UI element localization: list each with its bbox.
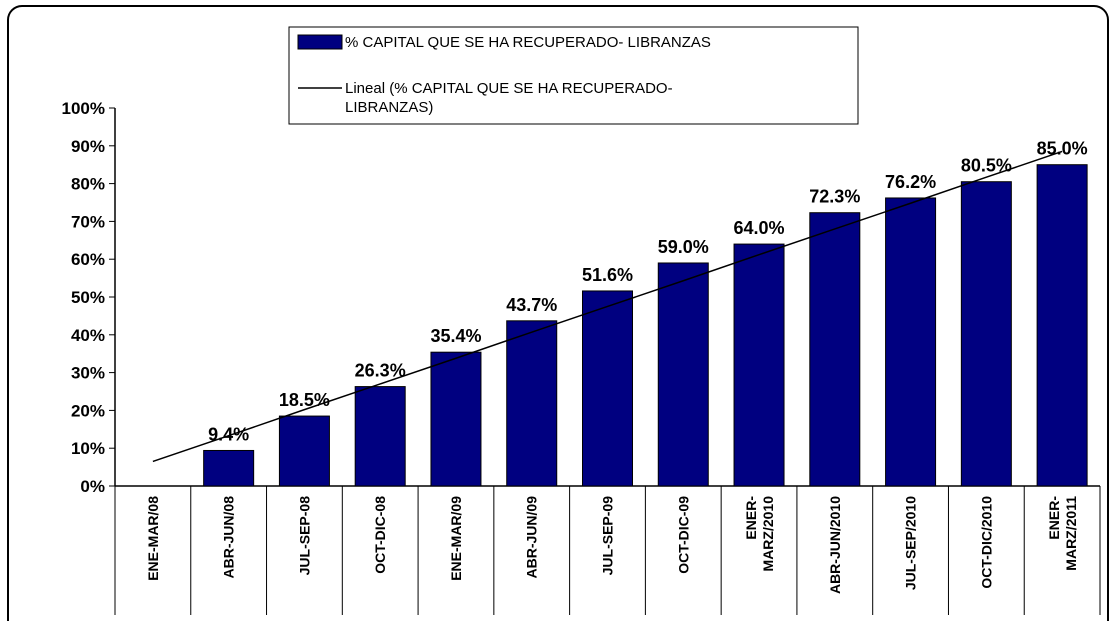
legend-label-line: LIBRANZAS)	[345, 99, 433, 116]
bar	[430, 351, 482, 487]
data-label: 18.5%	[279, 390, 330, 410]
bar	[354, 386, 406, 487]
legend-swatch	[297, 34, 343, 50]
data-label: 51.6%	[582, 265, 633, 285]
x-tick-label-line: ENER-	[1046, 496, 1062, 540]
x-tick-label-line: OCT-DIC-08	[372, 496, 388, 574]
x-tick-label: OCT-DIC-09	[675, 496, 691, 574]
bar	[582, 290, 633, 487]
y-tick-label: 100%	[62, 99, 105, 118]
bar	[278, 415, 330, 487]
y-tick-label: 0%	[80, 477, 105, 496]
bar	[657, 262, 709, 487]
x-tick-label-line: MARZ/2011	[1063, 496, 1079, 571]
x-tick-label: ABR-JUN/2010	[827, 496, 843, 594]
x-tick-label-line: ENE-MAR/08	[145, 496, 161, 581]
bar	[1036, 164, 1088, 487]
legend-label: Lineal (% CAPITAL QUE SE HA RECUPERADO- L…	[345, 80, 673, 116]
x-tick-label: ENE-MAR/09	[448, 496, 464, 581]
x-tick-label-line: OCT-DIC-09	[675, 496, 691, 574]
x-tick-label-line: JUL-SEP-08	[296, 496, 312, 576]
x-tick-label: ENER-MARZ/2010	[743, 496, 776, 572]
y-tick-label: 90%	[71, 137, 105, 156]
x-tick-label-line: ABR-JUN/09	[524, 496, 540, 579]
data-label: 80.5%	[961, 156, 1012, 176]
x-tick-label-line: OCT-DIC/2010	[978, 496, 994, 589]
data-label: 9.4%	[208, 424, 249, 444]
data-label: 26.3%	[355, 361, 406, 381]
bar	[960, 181, 1012, 487]
legend-label-line: % CAPITAL QUE SE HA RECUPERADO- LIBRANZA…	[345, 34, 711, 51]
data-label: 64.0%	[734, 218, 785, 238]
x-tick-label-line: JUL-SEP/2010	[903, 496, 919, 590]
y-tick-label: 20%	[71, 401, 105, 420]
bar	[203, 449, 255, 487]
y-tick-label: 80%	[71, 175, 105, 194]
legend-label: % CAPITAL QUE SE HA RECUPERADO- LIBRANZA…	[345, 34, 711, 51]
x-tick-label-line: ABR-JUN/08	[221, 496, 237, 579]
x-tick-label: JUL-SEP-08	[296, 496, 312, 576]
x-tick-label-line: ENER-	[743, 496, 759, 540]
data-label: 43.7%	[506, 295, 557, 315]
y-tick-label: 70%	[71, 212, 105, 231]
x-tick-label-line: JUL-SEP-09	[600, 496, 616, 576]
x-tick-label: ENER-MARZ/2011	[1046, 496, 1079, 571]
data-label: 35.4%	[430, 326, 481, 346]
bar	[885, 197, 937, 487]
data-label: 59.0%	[658, 237, 709, 257]
y-tick-label: 60%	[71, 250, 105, 269]
data-label: 76.2%	[885, 172, 936, 192]
x-tick-label: ABR-JUN/09	[524, 496, 540, 579]
bar	[809, 212, 861, 487]
x-tick-label: OCT-DIC/2010	[978, 496, 994, 589]
legend	[288, 26, 859, 125]
y-tick-label: 10%	[71, 439, 105, 458]
x-tick-label-line: MARZ/2010	[760, 496, 776, 572]
x-tick-label-line: ABR-JUN/2010	[827, 496, 843, 594]
data-label: 85.0%	[1037, 139, 1088, 159]
y-tick-label: 40%	[71, 326, 105, 345]
y-tick-label: 50%	[71, 288, 105, 307]
x-tick-label: JUL-SEP-09	[600, 496, 616, 576]
data-label: 72.3%	[809, 187, 860, 207]
bar	[506, 320, 558, 487]
bar	[733, 243, 785, 487]
x-tick-label: OCT-DIC-08	[372, 496, 388, 574]
x-tick-label: ENE-MAR/08	[145, 496, 161, 581]
x-tick-label-line: ENE-MAR/09	[448, 496, 464, 581]
x-tick-label: JUL-SEP/2010	[903, 496, 919, 590]
x-tick-label: ABR-JUN/08	[221, 496, 237, 579]
y-tick-label: 30%	[71, 364, 105, 383]
legend-label-line: Lineal (% CAPITAL QUE SE HA RECUPERADO-	[345, 80, 673, 97]
trend-line	[152, 150, 1063, 463]
